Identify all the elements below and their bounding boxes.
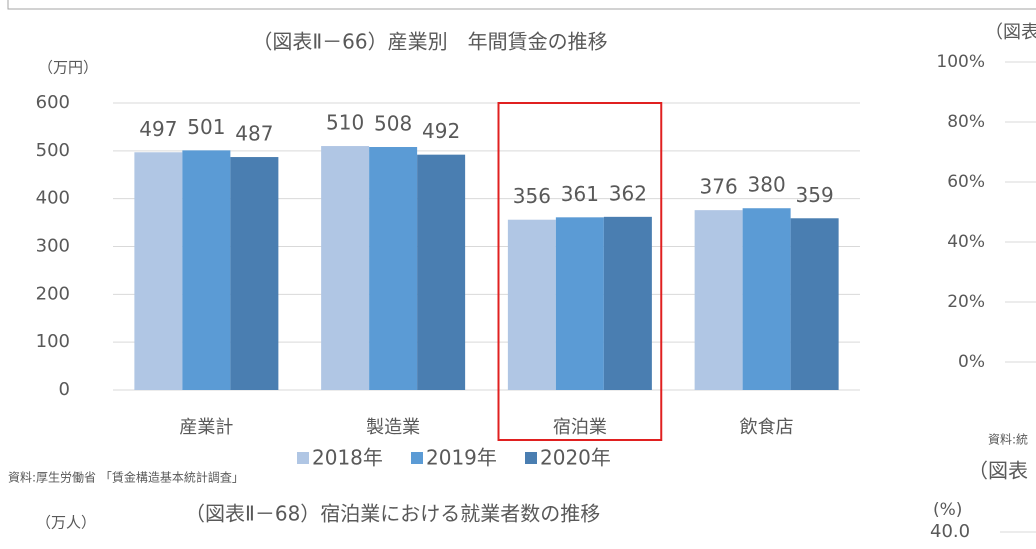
data-label: 487 <box>235 122 273 146</box>
data-label: 376 <box>700 175 738 199</box>
y-tick-label: 400 <box>36 188 70 209</box>
data-label: 510 <box>326 111 364 135</box>
right-tick-label: 100% <box>936 52 985 72</box>
y-tick-label: 100 <box>36 331 70 352</box>
y-tick-label: 500 <box>36 140 70 161</box>
data-label: 380 <box>748 173 786 197</box>
x-tick-label: 製造業 <box>366 417 420 438</box>
y-tick-label: 0 <box>59 379 70 400</box>
right-tick-label: 40% <box>947 232 985 252</box>
bar <box>694 210 743 390</box>
legend-swatch <box>525 452 537 464</box>
right-next-tick: 40.0 <box>930 521 970 542</box>
bar <box>603 216 652 390</box>
bar <box>369 147 418 390</box>
right-tick-label: 60% <box>947 172 985 192</box>
frame <box>7 0 1036 10</box>
legend-swatch <box>411 452 423 464</box>
data-label: 508 <box>374 112 412 136</box>
legend-label: 2018年 <box>312 446 383 470</box>
data-label: 356 <box>513 184 551 208</box>
right-tick-label: 20% <box>947 292 985 312</box>
data-label: 361 <box>561 182 599 206</box>
bar <box>555 217 604 390</box>
x-tick-label: 産業計 <box>179 417 233 438</box>
legend-label: 2019年 <box>426 446 497 470</box>
bar <box>230 157 279 390</box>
y-tick-label: 300 <box>36 236 70 257</box>
right-next-unit: (%) <box>933 500 962 520</box>
chart-title: （図表Ⅱ－66）産業別 年間賃金の推移 <box>252 30 607 54</box>
right-source: 資料:統 <box>988 433 1028 447</box>
legend-swatch <box>297 452 309 464</box>
x-tick-label: 宿泊業 <box>553 417 607 438</box>
highlight-box <box>497 102 663 441</box>
bar <box>182 150 231 390</box>
source: 資料:厚生労働省 「賃金構造基本統計調査」 <box>8 470 244 485</box>
bar <box>134 152 183 390</box>
bar <box>742 208 791 390</box>
y-unit: （万円） <box>38 59 98 77</box>
right-next-title: （図表 <box>968 459 1028 483</box>
next-chart-title: （図表Ⅱ－68）宿泊業における就業者数の推移 <box>185 502 600 526</box>
bar <box>417 154 466 390</box>
data-label: 362 <box>609 181 647 205</box>
right-title: （図表 <box>985 22 1036 43</box>
data-label: 501 <box>187 115 225 139</box>
y-tick-label: 200 <box>36 283 70 304</box>
data-label: 359 <box>796 183 834 207</box>
data-label: 492 <box>422 119 460 143</box>
legend-label: 2020年 <box>540 446 611 470</box>
bar <box>790 218 839 390</box>
x-tick-label: 飲食店 <box>740 417 794 438</box>
y-tick-label: 600 <box>36 92 70 113</box>
bar <box>321 146 370 390</box>
bar <box>507 219 556 390</box>
right-tick-label: 80% <box>947 112 985 132</box>
data-label: 497 <box>139 117 177 141</box>
next-chart-unit: （万人） <box>36 514 96 532</box>
right-tick-label: 0% <box>958 352 985 372</box>
